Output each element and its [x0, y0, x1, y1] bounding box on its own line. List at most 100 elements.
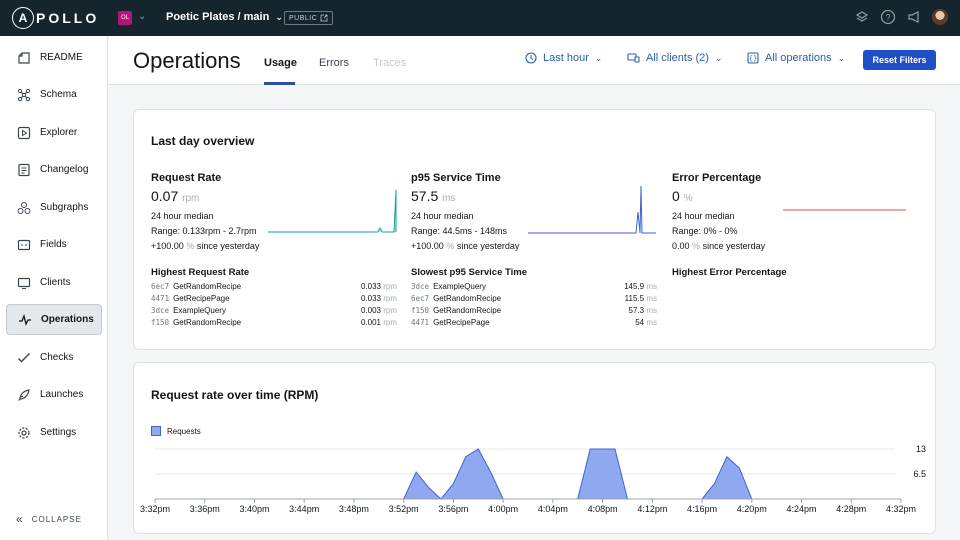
- legend-swatch: [151, 426, 161, 436]
- apollo-logo[interactable]: A POLLO: [12, 7, 99, 29]
- request-rate-metric: Request Rate 0.07 rpm 24 hour median Ran…: [151, 172, 391, 254]
- sidebar-item-subgraphs[interactable]: Subgraphs: [6, 192, 102, 223]
- changelog-icon: [16, 162, 32, 178]
- sidebar-item-clients[interactable]: Clients: [6, 267, 102, 298]
- list-item[interactable]: 4471 GetRecipePage 54 ms: [411, 317, 657, 329]
- x-tick-label: 4:00pm: [488, 504, 518, 514]
- slowest-p95-list: Slowest p95 Service Time 3dce ExampleQuer…: [411, 267, 657, 329]
- sidebar-item-launches[interactable]: Launches: [6, 379, 102, 410]
- chevron-down-icon: ⌄: [837, 52, 846, 63]
- x-tick-label: 4:12pm: [637, 504, 667, 514]
- operation-hash: 6ec7: [151, 282, 170, 291]
- operation-hash: 6ec7: [411, 294, 430, 303]
- chevron-down-icon[interactable]: ⌄: [138, 11, 147, 22]
- operation-unit: rpm: [383, 282, 397, 291]
- x-tick-label: 4:28pm: [836, 504, 866, 514]
- metric-change-unit: %: [446, 241, 455, 251]
- metric-median: 24 hour median: [672, 211, 735, 221]
- layers-icon[interactable]: [854, 9, 870, 25]
- operations-icon: [17, 312, 33, 328]
- clock-icon: [525, 52, 537, 64]
- braces-icon: {}: [747, 52, 759, 64]
- metric-change-suffix: since yesterday: [456, 241, 520, 251]
- list-item[interactable]: 3dce ExampleQuery 0.003 rpm: [151, 305, 397, 317]
- operation-unit: ms: [646, 282, 657, 291]
- sidebar-item-changelog[interactable]: Changelog: [6, 154, 102, 185]
- operations-filter-label: All operations: [765, 52, 832, 64]
- list-item[interactable]: 3dce ExampleQuery 145.9 ms: [411, 281, 657, 293]
- error-percentage-metric: Error Percentage 0 % 24 hour median Rang…: [672, 172, 912, 254]
- metric-title: Request Rate: [151, 172, 222, 184]
- avatar[interactable]: [932, 9, 948, 25]
- operation-value: 57.3: [628, 306, 645, 315]
- x-tick-label: 4:16pm: [687, 504, 717, 514]
- operation-value: 0.033: [360, 282, 381, 291]
- chevron-down-icon: ⌄: [714, 52, 723, 63]
- operation-name: GetRandomRecipe: [173, 282, 242, 291]
- readme-icon: [16, 50, 32, 66]
- collapse-button[interactable]: « COLLAPSE: [16, 512, 82, 526]
- sidebar-item-label: Fields: [40, 239, 67, 250]
- org-badge[interactable]: OL: [118, 11, 132, 25]
- p95-sparkline: [528, 185, 656, 234]
- list-item[interactable]: 6ec7 GetRandomRecipe 115.5 ms: [411, 293, 657, 305]
- operation-name: GetRandomRecipe: [433, 294, 502, 303]
- public-label: PUBLIC: [289, 14, 318, 22]
- help-icon[interactable]: ?: [880, 9, 896, 25]
- megaphone-icon[interactable]: [906, 9, 922, 25]
- x-tick-label: 3:44pm: [289, 504, 319, 514]
- list-item[interactable]: 4471 GetRecipePage 0.033 rpm: [151, 293, 397, 305]
- sidebar: README Schema Explorer Changelog Subgrap…: [0, 36, 108, 540]
- sidebar-item-fields[interactable]: Fields: [6, 229, 102, 260]
- list-item[interactable]: f150 GetRandomRecipe 57.3 ms: [411, 305, 657, 317]
- x-tick-label: 3:32pm: [140, 504, 170, 514]
- x-tick-label: 4:20pm: [737, 504, 767, 514]
- tab-errors[interactable]: Errors: [319, 57, 349, 69]
- operations-filter[interactable]: {} All operations ⌄: [747, 52, 845, 64]
- operation-hash: f150: [411, 306, 430, 315]
- operation-unit: ms: [646, 306, 657, 315]
- list-item[interactable]: f150 GetRandomRecipe 0.001 rpm: [151, 317, 397, 329]
- page-header: Operations Usage Errors Traces Last hour…: [109, 36, 960, 85]
- reset-filters-button[interactable]: Reset Filters: [863, 50, 936, 70]
- metric-title: p95 Service Time: [411, 172, 501, 184]
- sidebar-item-label: Schema: [40, 89, 77, 100]
- sidebar-item-readme[interactable]: README: [6, 42, 102, 73]
- p95-service-time-metric: p95 Service Time 57.5 ms 24 hour median …: [411, 172, 651, 254]
- checks-icon: [16, 350, 32, 366]
- sidebar-item-checks[interactable]: Checks: [6, 342, 102, 373]
- operation-value: 54: [635, 318, 645, 327]
- metric-value: 0: [672, 188, 680, 204]
- clients-filter[interactable]: All clients (2) ⌄: [627, 52, 723, 64]
- sidebar-item-settings[interactable]: Settings: [6, 417, 102, 448]
- metric-value: 0.07: [151, 188, 179, 204]
- graph-selector[interactable]: Poetic Plates / main ⌄: [166, 11, 283, 23]
- operation-unit: rpm: [383, 294, 397, 303]
- clients-filter-label: All clients (2): [646, 52, 709, 64]
- operation-unit: rpm: [383, 318, 397, 327]
- chart-legend[interactable]: Requests: [151, 426, 201, 436]
- schema-icon: [16, 87, 32, 103]
- metric-range: Range: 44.5ms - 148ms: [411, 226, 508, 236]
- metric-change: +100.00: [411, 241, 444, 251]
- time-filter[interactable]: Last hour ⌄: [525, 52, 602, 64]
- sidebar-item-explorer[interactable]: Explorer: [6, 117, 102, 148]
- metric-change-suffix: since yesterday: [702, 241, 766, 251]
- sidebar-item-label: Changelog: [40, 164, 89, 175]
- tab-usage[interactable]: Usage: [264, 57, 298, 69]
- public-badge[interactable]: PUBLIC: [284, 11, 334, 25]
- x-tick-label: 4:32pm: [886, 504, 916, 514]
- metric-median: 24 hour median: [151, 211, 214, 221]
- sidebar-item-operations[interactable]: Operations: [6, 304, 102, 335]
- operation-unit: ms: [646, 294, 657, 303]
- legend-label: Requests: [167, 426, 201, 436]
- operation-value: 0.001: [360, 318, 381, 327]
- sidebar-item-schema[interactable]: Schema: [6, 79, 102, 110]
- list-item[interactable]: 6ec7 GetRandomRecipe 0.033 rpm: [151, 281, 397, 293]
- metric-value: 57.5: [411, 188, 439, 204]
- explorer-icon: [16, 125, 32, 141]
- operation-name: GetRecipePage: [433, 318, 490, 327]
- svg-text:{}: {}: [749, 55, 757, 63]
- operation-hash: 3dce: [411, 282, 430, 291]
